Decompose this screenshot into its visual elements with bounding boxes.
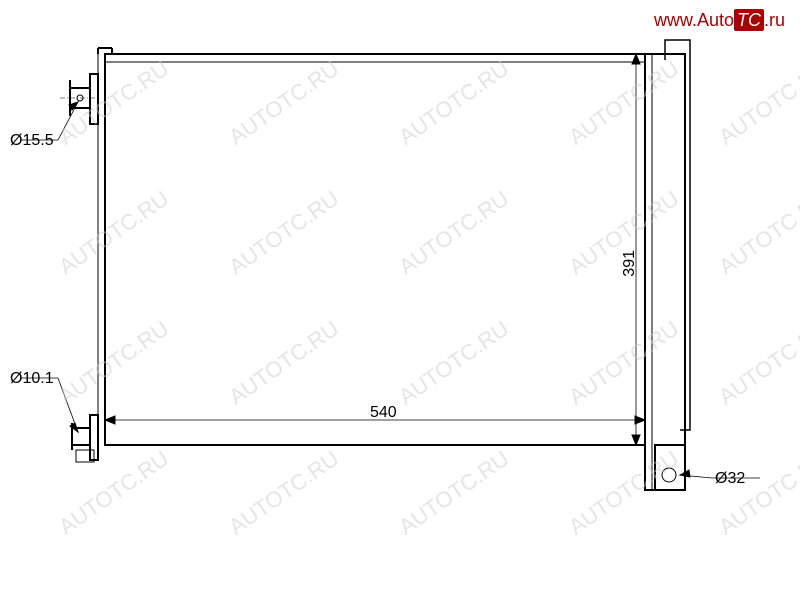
dim-diameter-bottom-left: Ø10.1 — [10, 370, 54, 388]
url-www: www.Auto — [654, 10, 734, 30]
url-label: www.AutoTC.ru — [654, 10, 785, 31]
hose-path — [665, 40, 690, 430]
right-bottom-ext — [655, 445, 685, 490]
dim-height-arrow-b — [632, 435, 640, 445]
dim-diameter-top-left: Ø15.5 — [10, 132, 54, 150]
url-ru: .ru — [764, 10, 785, 30]
dim-width-arrow-l — [105, 416, 115, 424]
diagram-canvas: AUTOTC.RUAUTOTC.RUAUTOTC.RUAUTOTC.RUAUTO… — [0, 0, 800, 600]
url-tc: TC — [734, 9, 764, 31]
right-bottom-circle — [662, 468, 676, 482]
dim-tl-leader — [58, 102, 78, 140]
right-tank — [645, 54, 685, 490]
tl-flange — [90, 74, 98, 124]
main-rect — [105, 54, 645, 445]
dim-diameter-bottom-right: Ø32 — [715, 470, 745, 488]
dim-height: 391 — [621, 250, 639, 277]
dim-width-arrow-r — [635, 416, 645, 424]
dim-width: 540 — [370, 404, 397, 422]
drawing-svg — [0, 0, 800, 600]
dim-height-arrow-t — [632, 54, 640, 64]
